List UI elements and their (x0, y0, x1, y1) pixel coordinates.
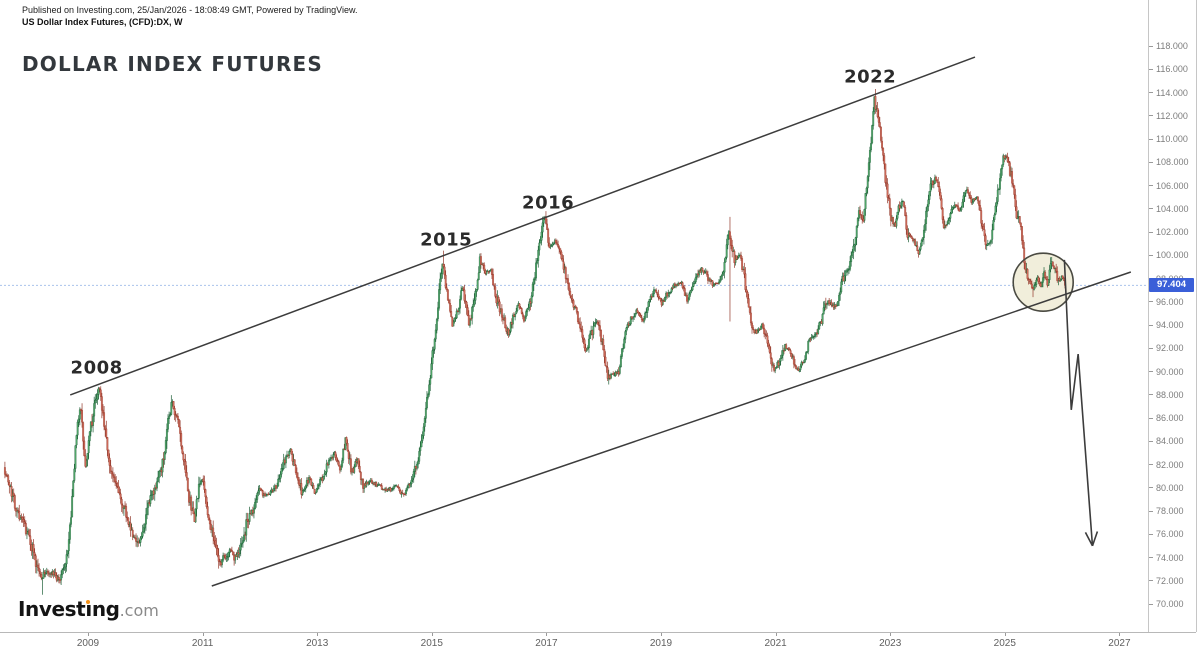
projection-arrow-head (1084, 531, 1099, 547)
price-tick-92.000: 92.000 (1149, 343, 1184, 353)
year-tick-mark (661, 633, 662, 636)
year-tick-mark (1004, 633, 1006, 636)
year-label-2025: 2025 (993, 638, 1016, 649)
price-tick-82.000: 82.000 (1149, 460, 1184, 470)
price-tick-72.000: 72.000 (1149, 576, 1184, 586)
price-tick-108.000: 108.000 (1149, 157, 1189, 167)
upper-channel-line (69, 56, 976, 396)
price-tick-104.000: 104.000 (1149, 204, 1189, 214)
last-price-tag: 97.404 (1149, 278, 1194, 293)
price-axis[interactable]: 118.000 116.000 114.000 112.000 110.000 108.0… (1148, 0, 1197, 632)
price-tick-76.000: 76.000 (1149, 529, 1184, 539)
price-tick-114.000: 114.000 (1149, 88, 1188, 98)
year-label-2027: 2027 (1108, 638, 1131, 649)
time-axis[interactable]: 2009 2011 2013 2015 2017 2019 2021 2023 2025 2027 (0, 632, 1196, 654)
price-tick-116.000: 116.000 (1149, 64, 1188, 74)
price-tick-74.000: 74.000 (1149, 553, 1184, 563)
price-tick-84.000: 84.000 (1149, 436, 1184, 446)
investing-logo: Investıng.com (18, 597, 159, 621)
year-tick-mark (88, 633, 89, 636)
price-tick-88.000: 88.000 (1149, 390, 1184, 400)
price-tick-70.000: 70.000 (1149, 599, 1184, 609)
price-tick-100.000: 100.000 (1149, 250, 1189, 260)
lower-channel-line (211, 271, 1132, 587)
published-info-line: Published on Investing.com, 25/Jan/2026 … (22, 5, 358, 15)
peak-label-2015: 2015 (420, 229, 473, 251)
candles-up-bodies (9, 96, 1063, 581)
year-label-2013: 2013 (306, 638, 329, 649)
logo-orange-dot-i: ı (85, 597, 92, 621)
highlight-circle-outline (1012, 252, 1074, 313)
investing-logo-suffix: .com (119, 601, 159, 620)
price-tick-102.000: 102.000 (1149, 227, 1189, 237)
year-tick-mark (546, 633, 548, 636)
price-tick-78.000: 78.000 (1149, 506, 1184, 516)
price-tick-94.000: 94.000 (1149, 320, 1184, 330)
chart-title: DOLLAR INDEX FUTURES (22, 52, 324, 76)
price-tick-118.000: 118.000 (1149, 41, 1188, 51)
year-tick-mark (431, 633, 433, 636)
year-tick-mark (317, 633, 319, 636)
peak-label-2008: 2008 (70, 357, 123, 379)
peak-label-2016: 2016 (522, 192, 575, 214)
price-tick-106.000: 106.000 (1149, 181, 1189, 191)
peak-label-2022: 2022 (844, 66, 897, 88)
price-tick-90.000: 90.000 (1149, 367, 1184, 377)
candles-down-wicks (4, 89, 1066, 584)
year-label-2023: 2023 (879, 638, 902, 649)
year-label-2019: 2019 (649, 638, 673, 649)
candles-down-bodies (4, 96, 1066, 581)
chart-canvas[interactable] (0, 0, 1148, 654)
year-tick-mark (775, 633, 777, 636)
price-tick-80.000: 80.000 (1149, 483, 1184, 493)
year-label-2009: 2009 (76, 638, 100, 649)
investing-logo-text: Investıng (18, 597, 120, 621)
year-label-2021: 2021 (764, 638, 787, 649)
year-tick-mark (202, 633, 204, 636)
projection-arrow-line (1063, 259, 1094, 546)
price-tick-110.000: 110.000 (1149, 134, 1188, 144)
price-tick-86.000: 86.000 (1149, 413, 1184, 423)
year-label-2017: 2017 (535, 638, 558, 649)
candles-up-wicks (10, 96, 1063, 595)
year-tick-mark (1119, 633, 1121, 636)
year-tick-mark (890, 633, 892, 636)
price-tick-112.000: 112.000 (1149, 111, 1188, 121)
price-tick-96.000: 96.000 (1149, 297, 1184, 307)
year-label-2011: 2011 (191, 638, 214, 649)
year-label-2015: 2015 (420, 638, 443, 649)
instrument-info-line: US Dollar Index Futures, (CFD):DX, W (22, 17, 183, 27)
